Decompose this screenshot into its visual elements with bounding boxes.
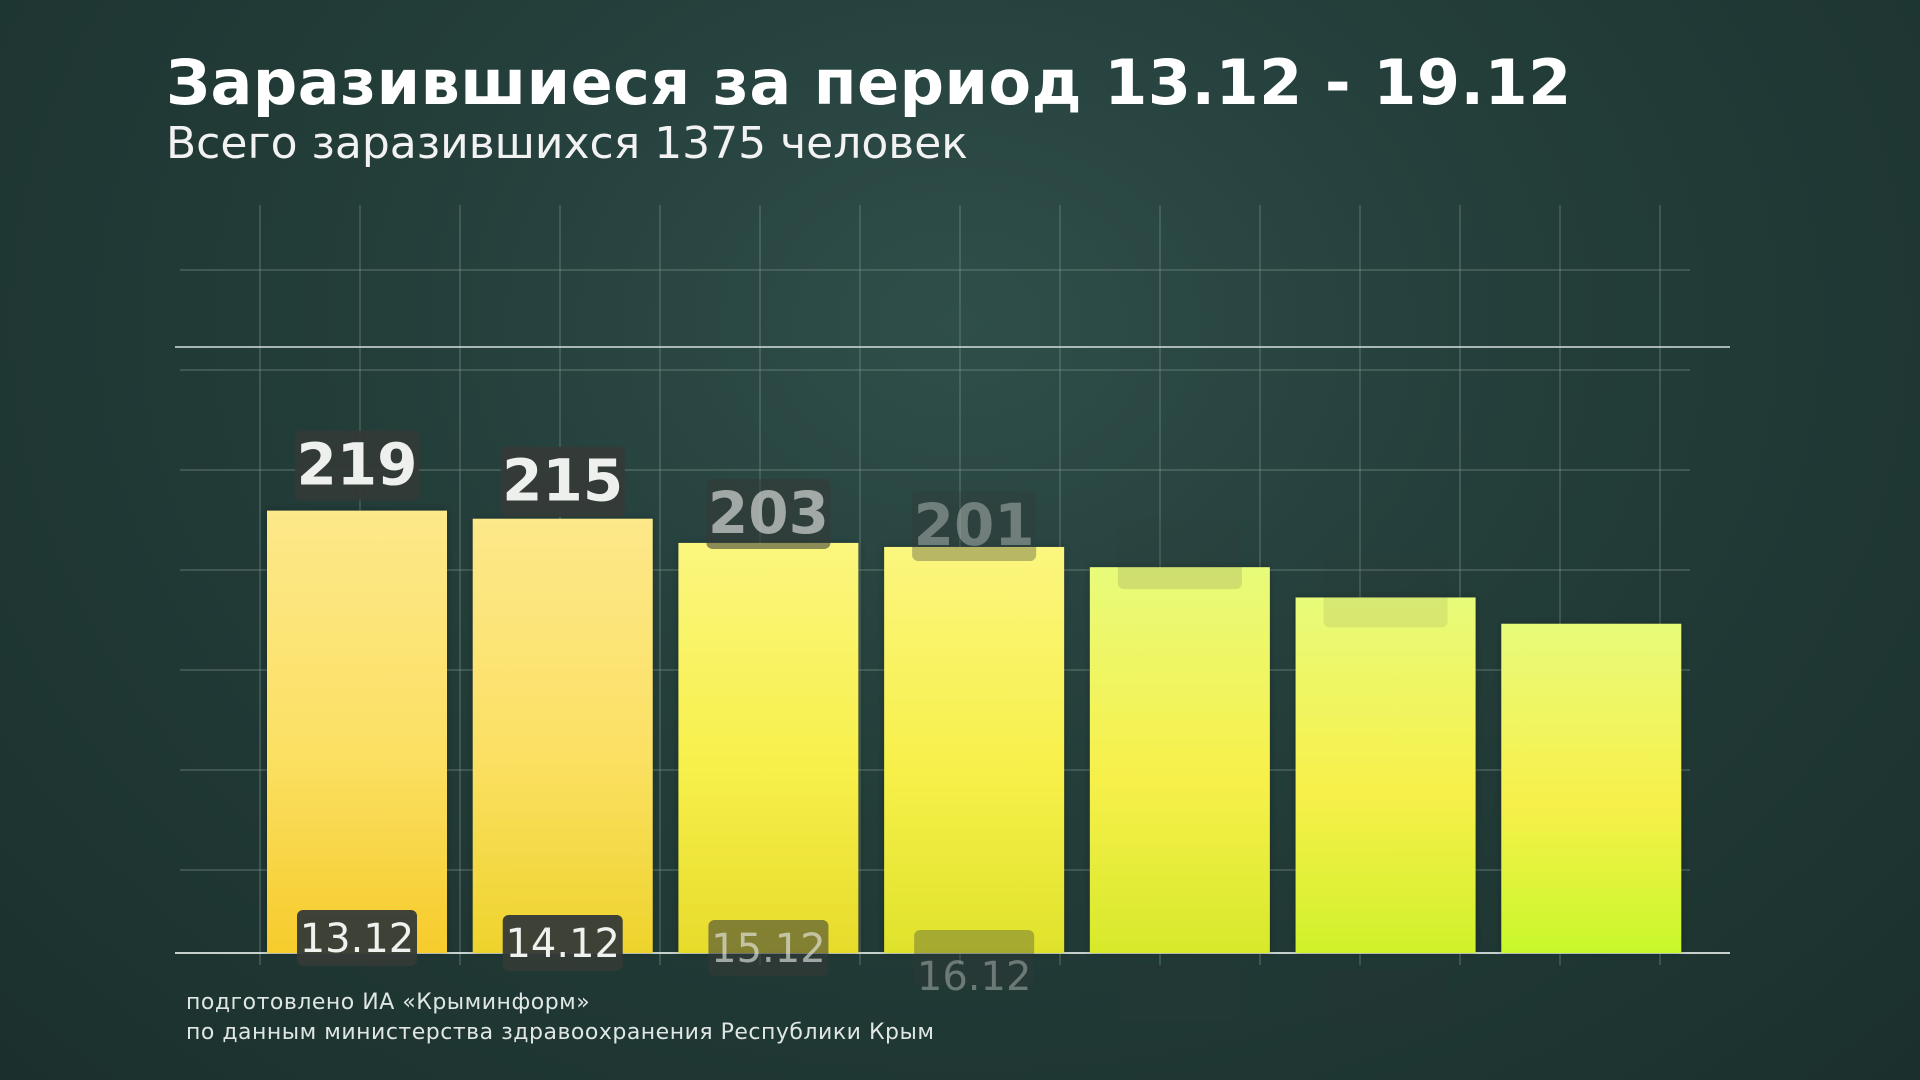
chart-subtitle: Всего заразившихся 1375 человек	[166, 118, 968, 169]
category-label: 13.12	[300, 916, 415, 962]
value-label: 201	[914, 491, 1035, 559]
bar	[267, 510, 447, 953]
category-label: 16.12	[917, 954, 1032, 1000]
source-line-1: подготовлено ИА «Крыминформ»	[186, 990, 591, 1015]
bar	[884, 546, 1065, 953]
bar-series	[267, 510, 1682, 953]
value-label: 219	[296, 431, 417, 499]
value-label-box	[295, 430, 419, 501]
chart-title: Заразившиеся за период 13.12 - 19.12	[166, 46, 1572, 119]
bar	[1089, 567, 1270, 953]
value-label-box	[706, 478, 831, 549]
category-label-box	[708, 920, 829, 976]
value-label-box	[1117, 519, 1242, 590]
source-line-2: по данным министерства здравоохранения Р…	[186, 1020, 935, 1045]
value-label: 215	[502, 447, 623, 515]
category-label-box	[297, 910, 417, 966]
value-label-box	[1323, 557, 1448, 628]
category-label: 15.12	[711, 926, 826, 972]
category-label-box	[1119, 965, 1240, 1021]
value-label: 203	[708, 479, 829, 547]
bar	[472, 518, 653, 953]
category-label: 14.12	[505, 921, 620, 967]
bar	[1295, 597, 1476, 953]
category-label-box	[1325, 970, 1446, 1026]
bar	[678, 542, 859, 953]
value-label-box	[500, 446, 625, 517]
source-note: подготовлено ИА «Крыминформ» по данным м…	[186, 988, 935, 1048]
category-label-box	[914, 930, 1035, 986]
value-label-box	[912, 490, 1037, 561]
data-labels: 219 13.12 215 14.12 203 15.12 201 16.12	[295, 430, 1448, 1026]
category-label-box	[502, 915, 623, 971]
bar	[1501, 623, 1682, 953]
